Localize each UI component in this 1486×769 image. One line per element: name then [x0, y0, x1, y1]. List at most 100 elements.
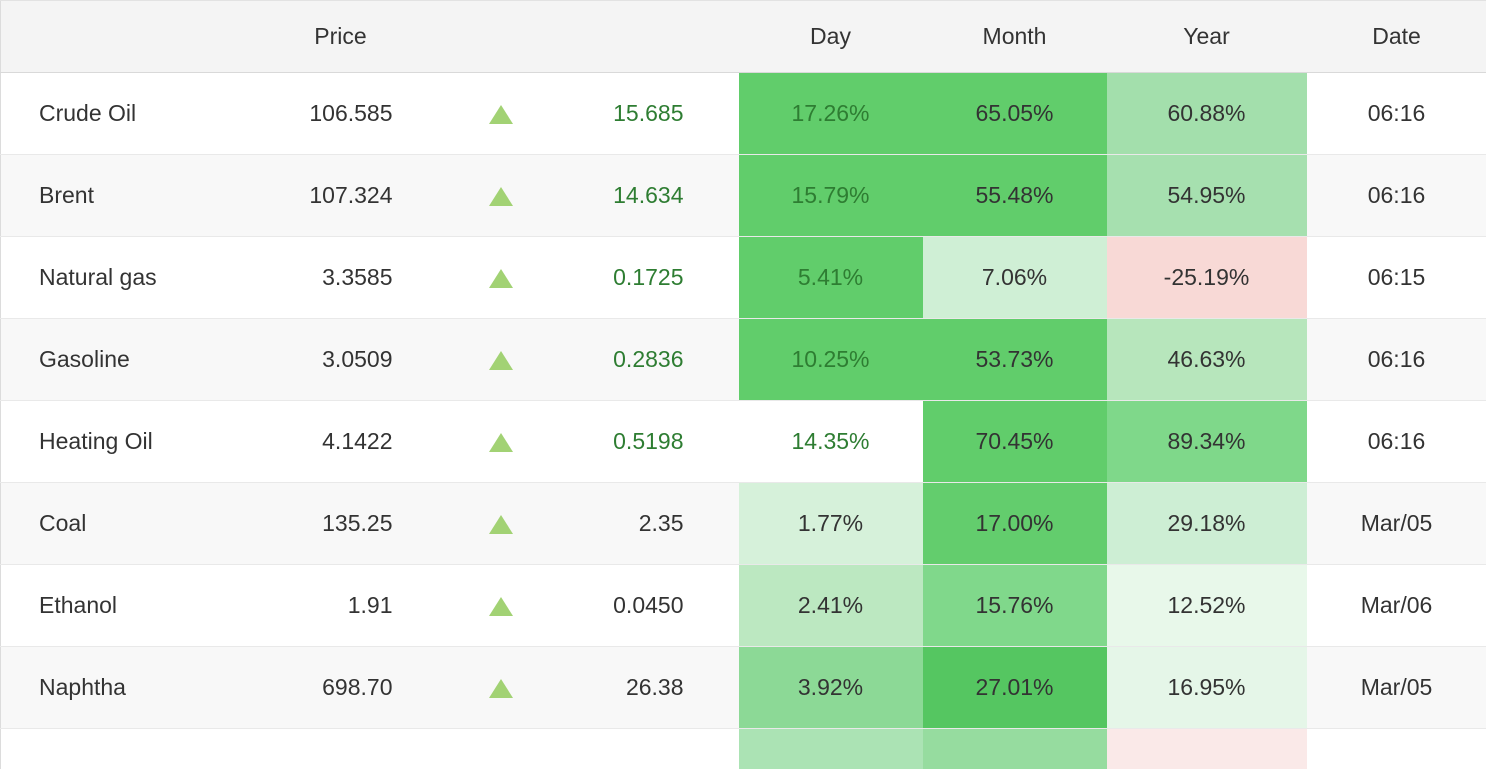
up-triangle-icon: [489, 351, 513, 370]
day-percent-cell: 14.35%: [739, 401, 923, 483]
up-triangle-icon: [489, 269, 513, 288]
month-percent-cell: 70.45%: [923, 401, 1107, 483]
change-value: 14.634: [581, 155, 739, 237]
up-triangle-icon: [489, 187, 513, 206]
month-percent-cell: 17.00%: [923, 483, 1107, 565]
change-value: 26.38: [581, 647, 739, 729]
date-cell: Mar/06: [1307, 565, 1486, 647]
change-value: 15.685: [581, 73, 739, 155]
day-percent-cell: 17.26%: [739, 73, 923, 155]
commodity-link[interactable]: Crude Oil: [1, 73, 261, 155]
price-value: 106.585: [261, 73, 421, 155]
day-percent-cell: 2.41%: [739, 565, 923, 647]
date-cell: Mar/05: [1307, 647, 1486, 729]
year-percent-cell: [1107, 729, 1307, 769]
price-value: 135.25: [261, 483, 421, 565]
commodity-link[interactable]: Natural gas: [1, 237, 261, 319]
month-percent-cell: 27.01%: [923, 647, 1107, 729]
up-triangle-icon: [421, 237, 581, 319]
up-triangle-icon: [421, 73, 581, 155]
up-triangle-icon: [489, 679, 513, 698]
up-triangle-icon: [489, 105, 513, 124]
year-percent-cell: -25.19%: [1107, 237, 1307, 319]
header-day[interactable]: Day: [739, 1, 923, 73]
price-value: 698.70: [261, 647, 421, 729]
up-triangle-icon: [421, 483, 581, 565]
month-percent-cell: 7.06%: [923, 237, 1107, 319]
header-month[interactable]: Month: [923, 1, 1107, 73]
price-value: 3.0509: [261, 319, 421, 401]
price-value: 3.3585: [261, 237, 421, 319]
day-percent-cell: 1.77%: [739, 483, 923, 565]
day-percent-cell: 10.25%: [739, 319, 923, 401]
commodity-link[interactable]: Naphtha: [1, 647, 261, 729]
month-percent-cell: [923, 729, 1107, 769]
change-value: 2.35: [581, 483, 739, 565]
up-triangle-icon: [489, 515, 513, 534]
table-row: Heating Oil 4.1422 0.5198 14.35% 70.45% …: [1, 401, 1486, 483]
up-triangle-icon: [421, 729, 581, 769]
up-triangle-icon: [489, 597, 513, 616]
year-percent-cell: 89.34%: [1107, 401, 1307, 483]
up-triangle-icon: [421, 155, 581, 237]
date-cell: Mar/05: [1307, 483, 1486, 565]
year-percent-cell: 16.95%: [1107, 647, 1307, 729]
year-percent-cell: 46.63%: [1107, 319, 1307, 401]
header-year[interactable]: Year: [1107, 1, 1307, 73]
commodity-link[interactable]: Coal: [1, 483, 261, 565]
header-row: Price Day Month Year Date: [1, 1, 1486, 73]
table-row: Gasoline 3.0509 0.2836 10.25% 53.73% 46.…: [1, 319, 1486, 401]
year-percent-cell: 12.52%: [1107, 565, 1307, 647]
table-row: Coal 135.25 2.35 1.77% 17.00% 29.18% Mar…: [1, 483, 1486, 565]
up-triangle-icon: [421, 647, 581, 729]
day-percent-cell: 5.41%: [739, 237, 923, 319]
table-row: Natural gas 3.3585 0.1725 5.41% 7.06% -2…: [1, 237, 1486, 319]
change-value: [581, 729, 739, 769]
day-percent-cell: 15.79%: [739, 155, 923, 237]
date-cell: 06:15: [1307, 237, 1486, 319]
commodity-link[interactable]: Brent: [1, 155, 261, 237]
commodity-link[interactable]: Gasoline: [1, 319, 261, 401]
day-percent-cell: [739, 729, 923, 769]
month-percent-cell: 53.73%: [923, 319, 1107, 401]
price-value: 1.91: [261, 565, 421, 647]
date-cell: 06:16: [1307, 73, 1486, 155]
up-triangle-icon: [421, 565, 581, 647]
up-triangle-icon: [421, 319, 581, 401]
header-name: [1, 1, 261, 73]
header-change: [581, 1, 739, 73]
table-row-partial: [1, 729, 1486, 769]
header-date[interactable]: Date: [1307, 1, 1486, 73]
date-cell: 06:16: [1307, 319, 1486, 401]
table-row: Ethanol 1.91 0.0450 2.41% 15.76% 12.52% …: [1, 565, 1486, 647]
up-triangle-icon: [489, 433, 513, 452]
date-cell: [1307, 729, 1486, 769]
change-value: 0.2836: [581, 319, 739, 401]
commodity-link[interactable]: Heating Oil: [1, 401, 261, 483]
change-value: 0.1725: [581, 237, 739, 319]
header-change-arrow: [421, 1, 581, 73]
table-row: Brent 107.324 14.634 15.79% 55.48% 54.95…: [1, 155, 1486, 237]
year-percent-cell: 60.88%: [1107, 73, 1307, 155]
date-cell: 06:16: [1307, 401, 1486, 483]
year-percent-cell: 54.95%: [1107, 155, 1307, 237]
date-cell: 06:16: [1307, 155, 1486, 237]
price-value: 4.1422: [261, 401, 421, 483]
table-row: Crude Oil 106.585 15.685 17.26% 65.05% 6…: [1, 73, 1486, 155]
change-value: 0.0450: [581, 565, 739, 647]
price-value: 107.324: [261, 155, 421, 237]
price-value: [261, 729, 421, 769]
table-row: Naphtha 698.70 26.38 3.92% 27.01% 16.95%…: [1, 647, 1486, 729]
month-percent-cell: 65.05%: [923, 73, 1107, 155]
change-value: 0.5198: [581, 401, 739, 483]
day-percent-cell: 3.92%: [739, 647, 923, 729]
commodity-link: [1, 729, 261, 769]
year-percent-cell: 29.18%: [1107, 483, 1307, 565]
commodity-link[interactable]: Ethanol: [1, 565, 261, 647]
header-price[interactable]: Price: [261, 1, 421, 73]
up-triangle-icon: [421, 401, 581, 483]
month-percent-cell: 55.48%: [923, 155, 1107, 237]
table-header: Price Day Month Year Date: [1, 1, 1486, 73]
month-percent-cell: 15.76%: [923, 565, 1107, 647]
